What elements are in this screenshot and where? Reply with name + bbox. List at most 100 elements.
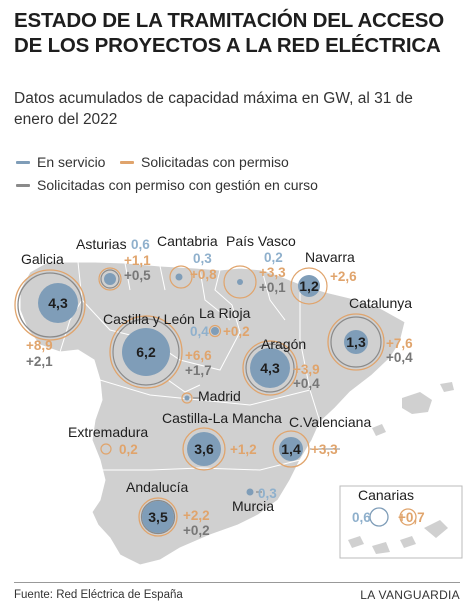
cantabria-servicio-value: 0,3 — [193, 251, 212, 266]
murcia-name: Murcia — [232, 498, 274, 514]
asturias-permiso-ring — [98, 267, 122, 291]
aragon-servicio-bubble — [250, 348, 290, 388]
canarias-land — [348, 520, 448, 554]
extremadura-name: Extremadura — [68, 424, 148, 440]
brand-logo: LA VANGUARDIA — [360, 588, 460, 602]
pais-vasco-servicio-value: 0,2 — [264, 250, 283, 265]
murcia-servicio-bubble — [246, 488, 254, 496]
c-valenciana-servicio-bubble — [279, 437, 303, 461]
andalucia-gestion-value: +0,2 — [183, 523, 210, 538]
canarias-servicio-value: 0,6 — [352, 510, 371, 525]
asturias-gestion-ring — [100, 269, 120, 289]
c-valenciana-servicio-value: 1,4 — [281, 441, 301, 457]
castilla-la-mancha-permiso-value: +1,2 — [230, 442, 257, 457]
catalunya-name: Catalunya — [349, 295, 412, 311]
catalunya-permiso-ring — [327, 313, 385, 371]
castilla-leon-name: Castilla y León — [103, 311, 195, 327]
legend-item-en-servicio: En servicio — [16, 154, 105, 170]
asturias-name: Asturias — [76, 236, 127, 252]
page-title: ESTADO DE LA TRAMITACIÓN DEL ACCESO DE L… — [14, 9, 444, 57]
legend-label: Solicitadas con permiso — [141, 154, 289, 170]
asturias-servicio-value: 0,6 — [131, 237, 150, 252]
legend-label: En servicio — [37, 154, 106, 170]
castilla-leon-servicio-bubble — [122, 328, 170, 376]
madrid-dot — [184, 395, 190, 401]
pais-vasco-gestion-value: +0,1 — [259, 280, 286, 295]
canarias-permiso-value: +0,7 — [398, 510, 425, 525]
catalunya-servicio-bubble — [344, 330, 368, 354]
andalucia-servicio-bubble — [142, 501, 174, 533]
legend-swatch-gestion — [16, 183, 30, 187]
catalunya-servicio-value: 1,3 — [346, 334, 366, 350]
navarra-permiso-ring — [290, 267, 328, 305]
andalucia-name: Andalucía — [126, 479, 188, 495]
andalucia-permiso-ring — [138, 497, 178, 537]
page-subtitle: Datos acumulados de capacidad máxima en … — [14, 90, 413, 128]
la-rioja-permiso-ring — [208, 324, 222, 338]
legend-swatch-permiso — [120, 160, 134, 164]
galicia-permiso-value: +8,9 — [26, 338, 53, 353]
extremadura-permiso-value: 0,2 — [119, 442, 138, 457]
andalucia-servicio-value: 3,5 — [148, 509, 168, 525]
castilla-leon-servicio-value: 6,2 — [136, 344, 156, 360]
extremadura-permiso-ring — [100, 443, 112, 455]
murcia-servicio-value: 0,3 — [258, 486, 277, 501]
footer-divider — [14, 582, 460, 583]
andalucia-permiso-value: +2,2 — [183, 508, 210, 523]
castilla-la-mancha-servicio-bubble — [187, 432, 221, 466]
asturias-gestion-value: +0,5 — [124, 268, 151, 283]
madrid-ring — [181, 392, 193, 404]
pais-vasco-servicio-bubble — [237, 279, 243, 285]
aragon-permiso-ring — [242, 340, 298, 396]
canarias-name: Canarias — [358, 487, 414, 503]
navarra-servicio-bubble — [298, 275, 320, 297]
castilla-leon-permiso-value: +6,6 — [185, 348, 212, 363]
la-rioja-servicio-bubble — [211, 327, 219, 335]
source-note: Fuente: Red Eléctrica de España — [14, 589, 183, 601]
castilla-leon-permiso-ring — [109, 315, 183, 389]
cantabria-servicio-bubble — [175, 273, 183, 281]
cantabria-name: Cantabria — [157, 233, 218, 249]
navarra-permiso-value: +2,6 — [330, 269, 357, 284]
aragon-gestion-value: +0,4 — [293, 376, 320, 391]
castilla-leon-gestion-ring — [112, 318, 180, 386]
navarra-name: Navarra — [305, 249, 355, 265]
balearic-island-ibiza — [372, 424, 386, 436]
catalunya-gestion-ring — [330, 316, 382, 368]
legend-swatch-servicio — [16, 160, 30, 164]
balearic-islands — [402, 392, 432, 414]
galicia-gestion-value: +2,1 — [26, 354, 53, 369]
la-rioja-servicio-value: 0,4 — [190, 324, 209, 339]
galicia-permiso-ring — [14, 269, 86, 341]
asturias-permiso-value: +1,1 — [124, 253, 151, 268]
legend-item-solicitadas: Solicitadas con permiso — [120, 154, 289, 170]
aragon-servicio-value: 4,3 — [260, 360, 280, 376]
c-valenciana-name: C.Valenciana — [289, 414, 371, 430]
legend-item-gestion: Solicitadas con permiso con gestión en c… — [16, 177, 318, 193]
galicia-servicio-bubble — [38, 283, 78, 323]
aragon-permiso-value: +3,9 — [293, 362, 320, 377]
catalunya-gestion-value: +0,4 — [386, 350, 413, 365]
c-valenciana-permiso-ring — [272, 430, 310, 468]
castilla-leon-gestion-value: +1,7 — [185, 363, 212, 378]
cantabria-permiso-value: +0,8 — [190, 267, 217, 282]
la-rioja-permiso-value: +0,2 — [223, 324, 250, 339]
la-rioja-name: La Rioja — [199, 305, 251, 321]
leader-lines — [193, 397, 340, 493]
balearic-island-small — [440, 382, 454, 392]
pais-vasco-permiso-ring — [223, 265, 257, 299]
c-valenciana-permiso-value: +3,3 — [311, 442, 338, 457]
castilla-la-mancha-servicio-value: 3,6 — [194, 441, 214, 457]
pais-vasco-permiso-value: +3,3 — [259, 265, 286, 280]
madrid-name: Madrid — [198, 388, 241, 404]
castilla-la-mancha-permiso-ring — [182, 427, 226, 471]
aragon-gestion-ring — [245, 343, 295, 393]
galicia-name: Galicia — [21, 251, 64, 267]
galicia-gestion-ring — [17, 272, 83, 338]
cantabria-permiso-ring — [169, 265, 193, 289]
canarias-permiso-ring — [399, 508, 417, 526]
pais-vasco-name: País Vasco — [226, 233, 296, 249]
canarias-servicio-ring — [369, 507, 389, 527]
navarra-servicio-value: 1,2 — [299, 278, 319, 294]
